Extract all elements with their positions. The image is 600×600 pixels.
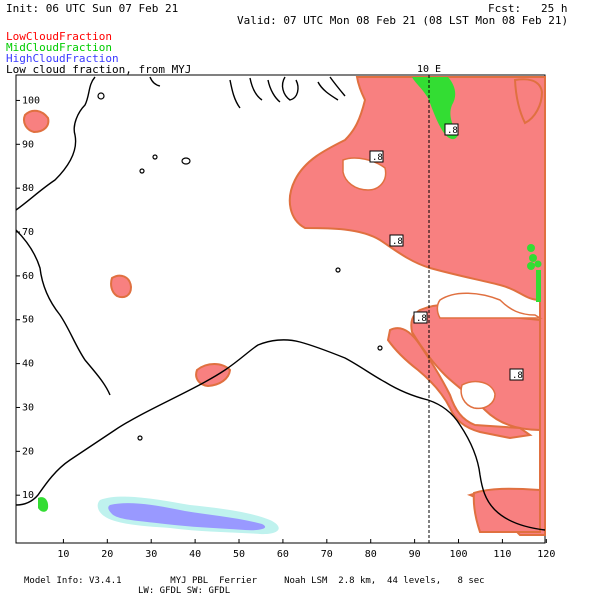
y-tick-label: 40 — [22, 359, 34, 370]
valid-time: Valid: 07 UTC Mon 08 Feb 21 (08 LST Mon … — [237, 14, 569, 27]
init-time: Init: 06 UTC Sun 07 Feb 21 — [6, 2, 179, 15]
x-axis: 10 20 30 40 50 60 70 80 90 100 110 120 — [57, 539, 555, 560]
contour-label: .8 — [372, 153, 383, 163]
cloud-free-holes — [342, 157, 543, 410]
high-cloud-area — [97, 496, 279, 535]
forecast-hour: Fcst: 25 h — [488, 2, 568, 15]
contour-label: .8 — [447, 126, 458, 136]
legend-low-cloud: LowCloudFraction — [6, 30, 112, 43]
x-tick-label: 60 — [277, 549, 289, 560]
model-radiation: LW: GFDL SW: GFDL — [138, 586, 231, 596]
contour-label: .8 — [392, 237, 403, 247]
x-tick-label: 100 — [449, 549, 467, 560]
x-tick-label: 20 — [101, 549, 113, 560]
y-tick-label: 60 — [22, 271, 34, 282]
contour-labels: .8 .8 .8 .8 .8 — [369, 123, 524, 381]
y-tick-label: 100 — [22, 95, 40, 106]
x-tick-label: 30 — [145, 549, 157, 560]
x-tick-label: 70 — [321, 549, 333, 560]
legend-mid-cloud: MidCloudFraction — [6, 41, 112, 54]
legend-high-cloud: HighCloudFraction — [6, 52, 119, 65]
x-tick-label: 40 — [189, 549, 201, 560]
y-tick-label: 80 — [22, 183, 34, 194]
y-tick-label: 70 — [22, 227, 34, 238]
meridian-label: 10 E — [417, 64, 441, 75]
contour-label: .8 — [512, 371, 523, 381]
x-tick-label: 110 — [493, 549, 511, 560]
y-axis: 10 20 30 40 50 60 70 80 90 100 — [16, 95, 40, 501]
x-tick-label: 50 — [233, 549, 245, 560]
y-tick-label: 10 — [22, 490, 34, 501]
islands — [97, 92, 383, 441]
x-tick-label: 90 — [409, 549, 421, 560]
contour-label: .8 — [416, 314, 427, 324]
y-tick-label: 90 — [22, 139, 34, 150]
legend-note: Low cloud fraction, from MYJ — [6, 63, 192, 76]
coastline — [15, 76, 546, 531]
x-tick-label: 80 — [365, 549, 377, 560]
y-tick-label: 30 — [22, 402, 34, 413]
y-tick-label: 20 — [22, 446, 34, 457]
y-tick-label: 50 — [22, 315, 34, 326]
model-info: Model Info: V3.4.1 MYJ PBL Ferrier Noah … — [24, 576, 485, 586]
x-tick-label: 10 — [57, 549, 69, 560]
x-tick-label: 120 — [537, 549, 555, 560]
